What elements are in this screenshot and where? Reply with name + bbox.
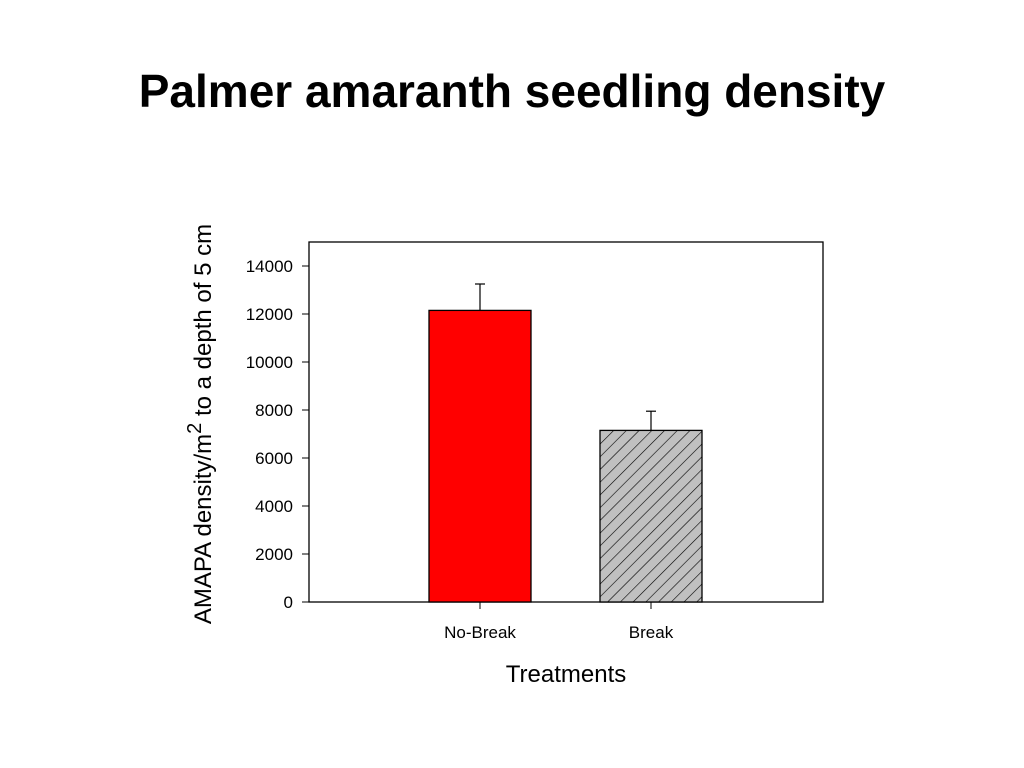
bar-break bbox=[599, 429, 703, 603]
slide-title: Palmer amaranth seedling density bbox=[138, 65, 886, 117]
y-tick-label-0: 0 bbox=[284, 593, 293, 612]
y-axis-title-superscript: 2 bbox=[184, 423, 206, 434]
x-axis-title: Treatments bbox=[506, 661, 626, 688]
x-tick-label-no-break: No-Break bbox=[444, 623, 516, 642]
bar-no-break bbox=[428, 309, 532, 603]
plot-frame bbox=[308, 241, 824, 603]
y-axis-title-main: AMAPA density/m bbox=[190, 434, 217, 624]
y-tick-label-3: 6000 bbox=[255, 449, 293, 468]
y-tick-label-5: 10000 bbox=[246, 353, 293, 372]
y-tick-label-4: 8000 bbox=[255, 401, 293, 420]
y-axis-title: AMAPA density/m2 to a depth of 5 cm bbox=[184, 224, 217, 624]
y-tick-label-2: 4000 bbox=[255, 497, 293, 516]
x-tick-label-break: Break bbox=[629, 623, 674, 642]
y-tick-label-1: 2000 bbox=[255, 545, 293, 564]
y-axis-title-tail: to a depth of 5 cm bbox=[190, 224, 217, 423]
y-tick-label-6: 12000 bbox=[246, 305, 293, 324]
y-tick-label-7: 14000 bbox=[246, 257, 293, 276]
